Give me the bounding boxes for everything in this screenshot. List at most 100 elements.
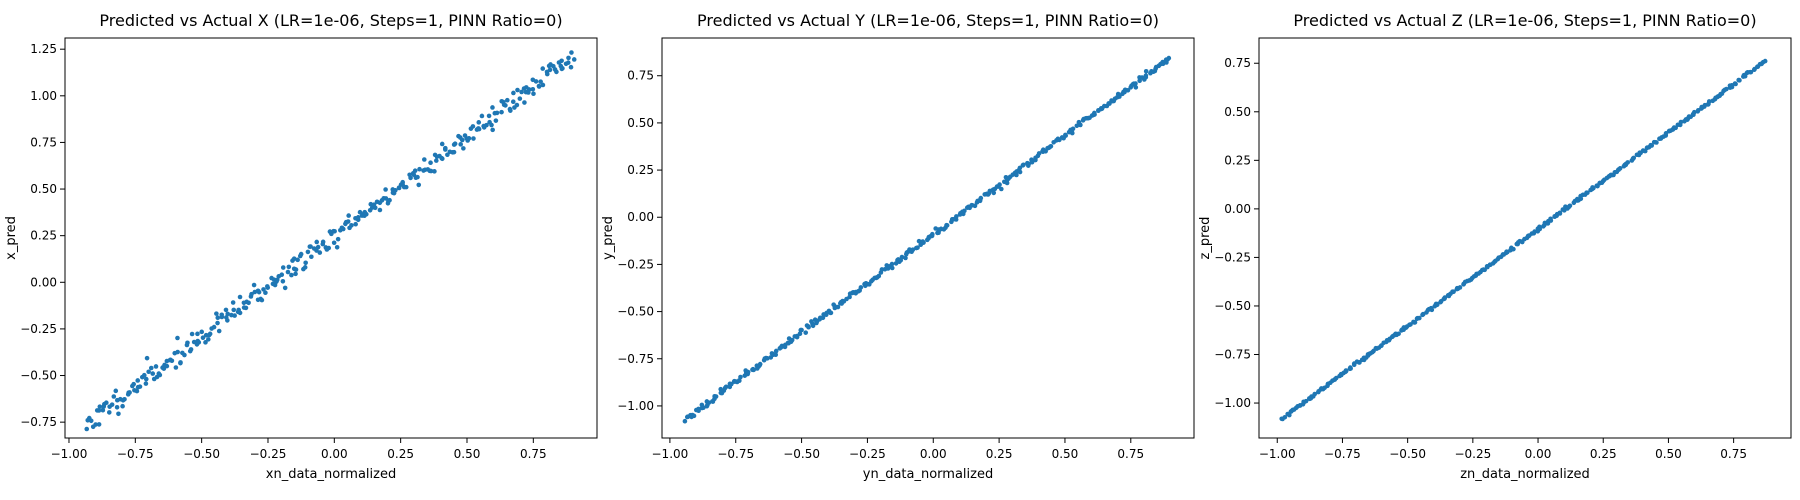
data-point: [544, 71, 550, 77]
data-point: [232, 313, 237, 318]
data-point: [122, 396, 127, 402]
data-point: [737, 378, 742, 384]
data-point: [1451, 289, 1456, 294]
y-tick-label: 0.00: [1224, 202, 1251, 216]
data-point: [1457, 285, 1463, 290]
data-point: [432, 169, 437, 174]
data-point: [745, 369, 751, 375]
data-point: [215, 320, 220, 326]
data-point: [490, 105, 495, 110]
data-point: [215, 315, 221, 321]
data-point: [175, 335, 180, 341]
y-axis-label: y_pred: [601, 216, 616, 260]
data-point: [265, 284, 270, 289]
x-tick-label: 0.25: [986, 447, 1013, 461]
data-point: [494, 110, 500, 116]
data-point: [751, 367, 756, 373]
data-point: [1649, 143, 1655, 148]
data-point: [1542, 222, 1547, 228]
data-point: [135, 378, 141, 383]
data-point: [889, 265, 895, 271]
data-point: [757, 361, 763, 367]
data-point: [547, 67, 553, 73]
data-point: [1442, 296, 1447, 301]
x-tick-label: −0.25: [250, 447, 287, 461]
data-point: [230, 300, 236, 305]
data-point: [298, 251, 304, 257]
data-point: [417, 166, 422, 172]
data-point: [116, 411, 121, 417]
data-point: [452, 141, 458, 147]
data-point: [422, 157, 427, 162]
data-point: [1333, 375, 1339, 381]
x-tick-label: 0.25: [1590, 447, 1617, 461]
data-point: [127, 390, 132, 395]
data-point: [889, 261, 895, 267]
x-tick-label: −1.00: [1259, 447, 1296, 461]
data-point: [96, 422, 102, 427]
data-point: [1017, 169, 1023, 175]
data-point: [295, 257, 300, 263]
data-point: [1691, 109, 1697, 115]
data-point: [810, 323, 816, 329]
data-point: [305, 249, 311, 255]
data-point: [243, 305, 249, 311]
data-point: [1617, 166, 1623, 171]
data-point: [289, 272, 294, 278]
y-tick-label: 0.50: [627, 116, 654, 130]
data-point: [109, 402, 115, 407]
data-point: [803, 330, 809, 335]
data-point: [515, 87, 520, 93]
data-point: [490, 127, 495, 133]
data-point: [131, 381, 136, 387]
data-point: [293, 267, 299, 272]
data-point: [997, 182, 1002, 187]
data-point: [416, 182, 422, 188]
data-point: [428, 160, 433, 166]
data-point: [1737, 78, 1742, 83]
data-point: [274, 277, 280, 283]
data-point: [797, 331, 803, 337]
data-point: [1036, 151, 1042, 156]
data-point: [773, 352, 779, 358]
data-point: [910, 247, 916, 253]
data-point: [696, 408, 701, 414]
data-point: [315, 244, 321, 250]
data-point: [738, 374, 743, 380]
y-tick-label: 0.25: [30, 229, 57, 243]
y-tick-label: −0.75: [1214, 348, 1251, 362]
data-point: [1386, 337, 1392, 343]
data-point: [1014, 172, 1019, 178]
data-point: [1407, 322, 1412, 328]
data-point: [141, 372, 147, 378]
data-point: [701, 405, 706, 411]
data-point: [571, 57, 577, 62]
data-point: [161, 366, 167, 371]
data-point: [259, 297, 265, 303]
data-point: [1678, 119, 1684, 125]
data-point: [858, 285, 864, 290]
data-point: [403, 184, 409, 190]
y-tick-label: −1.00: [1214, 396, 1251, 410]
data-point: [1021, 162, 1026, 168]
data-point: [1438, 299, 1443, 305]
data-point: [225, 311, 231, 317]
data-point: [721, 388, 727, 393]
data-point: [476, 120, 482, 125]
data-point: [188, 347, 194, 352]
axes-frame: [64, 37, 598, 439]
axes-frame: [661, 37, 1195, 439]
data-point: [1557, 211, 1563, 216]
data-point: [148, 365, 154, 371]
x-tick-label: −0.50: [183, 447, 220, 461]
data-point: [1417, 315, 1422, 321]
data-point: [511, 90, 516, 96]
data-point: [486, 113, 492, 119]
x-tick-label: 0.00: [321, 447, 348, 461]
data-point: [451, 149, 457, 155]
data-point: [439, 155, 445, 161]
y-tick-label: 1.25: [30, 42, 57, 56]
data-point: [286, 264, 292, 270]
data-point: [1312, 391, 1318, 397]
